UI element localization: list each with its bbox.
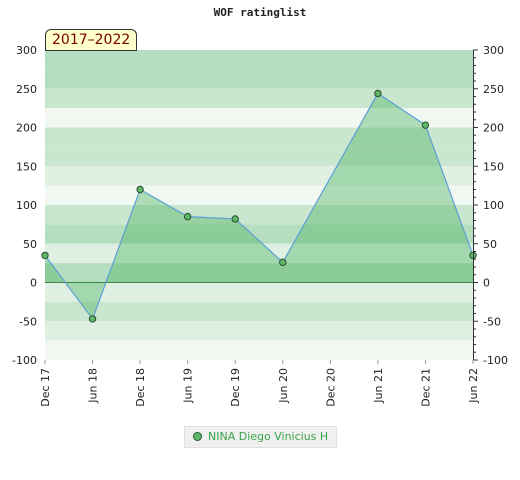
grid-band: [45, 263, 473, 283]
x-tick-label: Dec 17: [39, 368, 52, 407]
y-tick-label-left: 100: [16, 199, 37, 212]
y-tick-label-right: 50: [483, 238, 497, 251]
data-point: [136, 185, 144, 194]
y-tick-label-left: 0: [30, 277, 37, 290]
grid-band: [45, 282, 473, 302]
data-point: [374, 89, 382, 98]
y-tick-label-right: -100: [483, 354, 508, 367]
y-tick-label-left: 50: [23, 238, 37, 251]
grid-band: [45, 243, 473, 264]
y-tick-label-right: 200: [483, 122, 504, 135]
x-tick-label: Jun 18: [87, 368, 100, 404]
grid-band: [45, 69, 473, 89]
y-tick-label-left: 200: [16, 122, 37, 135]
y-tick-label-right: 0: [483, 277, 490, 290]
grid-band: [45, 224, 473, 244]
data-point: [421, 121, 430, 129]
grid-band: [45, 108, 473, 128]
x-tick-label: Dec 18: [134, 368, 147, 407]
series-area: [45, 93, 473, 319]
chart-title: WOF ratinglist: [213, 6, 307, 19]
x-tick-label: Jun 19: [182, 368, 195, 404]
grid-band: [45, 146, 473, 167]
data-point: [279, 258, 287, 267]
grid-band: [45, 127, 473, 147]
y-tick-label-right: 150: [483, 160, 504, 173]
grid-band: [45, 88, 473, 109]
x-tick-label: Dec 19: [229, 368, 242, 407]
y-tick-label-right: 300: [483, 44, 504, 57]
y-tick-label-right: 100: [483, 199, 504, 212]
y-tick-label-left: 300: [16, 44, 37, 57]
x-tick-label: Jun 20: [277, 368, 290, 404]
grid-band: [45, 340, 473, 360]
data-point: [88, 315, 97, 323]
x-tick-label: Dec 20: [324, 368, 337, 407]
data-point: [231, 215, 239, 223]
x-tick-label: Jun 21: [372, 368, 385, 404]
legend-marker-icon: [193, 432, 202, 441]
x-tick-label: Dec 21: [419, 368, 432, 407]
grid-band: [45, 301, 473, 322]
legend-label: NINA Diego Vinicius H: [208, 430, 329, 443]
grid-band: [45, 321, 473, 341]
grid-band: [45, 166, 473, 186]
grid-band: [45, 185, 473, 205]
y-tick-label-left: 250: [16, 83, 37, 96]
grid-band: [45, 205, 473, 225]
period-badge: 2017–2022: [45, 29, 138, 51]
y-tick-label-right: 250: [483, 83, 504, 96]
y-tick-label-right: -50: [483, 315, 501, 328]
data-point: [183, 212, 192, 221]
data-point: [41, 251, 49, 260]
y-tick-label-left: -100: [12, 354, 37, 367]
legend: NINA Diego Vinicius H: [184, 426, 338, 448]
y-tick-label-left: 150: [16, 160, 37, 173]
period-badge-label: 2017–2022: [45, 29, 138, 51]
grid-band: [45, 50, 473, 70]
x-tick-label: Jun 22: [467, 368, 480, 404]
y-tick-label-left: -50: [19, 315, 37, 328]
